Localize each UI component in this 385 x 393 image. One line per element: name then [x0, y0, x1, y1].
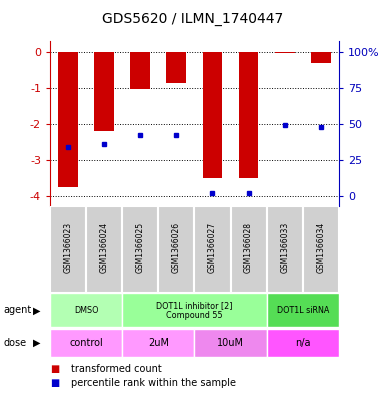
Bar [122, 206, 158, 293]
Bar [166, 52, 186, 83]
Bar [231, 206, 266, 293]
Bar [194, 329, 266, 357]
Text: GSM1366033: GSM1366033 [280, 222, 289, 274]
Bar [50, 329, 122, 357]
Bar [266, 329, 339, 357]
Text: dose: dose [4, 338, 27, 348]
Text: GSM1366023: GSM1366023 [64, 222, 73, 274]
Text: percentile rank within the sample: percentile rank within the sample [71, 378, 236, 388]
Text: 10uM: 10uM [217, 338, 244, 348]
Bar [122, 329, 194, 357]
Bar [86, 206, 122, 293]
Bar [94, 52, 114, 131]
Bar [303, 206, 339, 293]
Bar [131, 52, 150, 89]
Text: GSM1366028: GSM1366028 [244, 222, 253, 273]
Text: ■: ■ [50, 364, 59, 374]
Bar [194, 206, 231, 293]
Text: ▶: ▶ [33, 305, 40, 316]
Bar [58, 52, 78, 187]
Text: DMSO: DMSO [74, 306, 99, 315]
Bar [50, 294, 122, 327]
Text: transformed count: transformed count [71, 364, 162, 374]
Bar [203, 52, 223, 178]
Bar [50, 206, 86, 293]
Text: GDS5620 / ILMN_1740447: GDS5620 / ILMN_1740447 [102, 11, 283, 26]
Text: GSM1366026: GSM1366026 [172, 222, 181, 274]
Text: DOT1L siRNA: DOT1L siRNA [276, 306, 329, 315]
Text: control: control [69, 338, 103, 348]
Text: GSM1366034: GSM1366034 [316, 222, 325, 274]
Text: DOT1L inhibitor [2]
Compound 55: DOT1L inhibitor [2] Compound 55 [156, 301, 233, 320]
Text: GSM1366025: GSM1366025 [136, 222, 145, 274]
Bar [266, 294, 339, 327]
Text: 2uM: 2uM [148, 338, 169, 348]
Bar [239, 52, 258, 178]
Bar [275, 52, 295, 53]
Bar [122, 294, 266, 327]
Text: agent: agent [4, 305, 32, 316]
Bar [311, 52, 331, 63]
Bar [266, 206, 303, 293]
Text: ▶: ▶ [33, 338, 40, 348]
Text: GSM1366027: GSM1366027 [208, 222, 217, 274]
Text: GSM1366024: GSM1366024 [100, 222, 109, 274]
Text: n/a: n/a [295, 338, 310, 348]
Bar [158, 206, 194, 293]
Text: ■: ■ [50, 378, 59, 388]
